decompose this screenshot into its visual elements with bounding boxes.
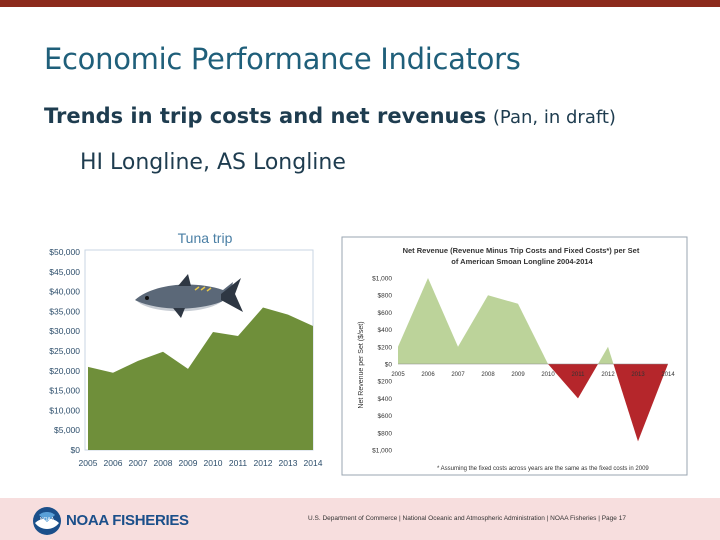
subtitle-note: (Pan, in draft)	[492, 107, 616, 128]
net-revenue-x-tick: 2011	[572, 372, 586, 378]
net-revenue-y-tick: $1,000	[372, 276, 392, 283]
tuna-y-tick: $50,000	[49, 247, 80, 257]
net-revenue-positive-area	[598, 346, 608, 364]
net-revenue-chart: Net Revenue (Revenue Minus Trip Costs an…	[341, 236, 688, 476]
page-title: Economic Performance Indicators	[44, 42, 521, 76]
net-revenue-negative-area	[613, 364, 638, 442]
footer-credits: U.S. Department of Commerce | National O…	[308, 515, 626, 522]
net-revenue-positive-area	[398, 278, 428, 364]
net-revenue-positive-area	[488, 295, 518, 364]
net-revenue-x-tick: 2012	[601, 372, 615, 378]
net-revenue-title-line1: Net Revenue (Revenue Minus Trip Costs an…	[403, 246, 640, 255]
net-revenue-y-tick: $600	[378, 413, 393, 420]
tuna-x-tick: 2014	[304, 458, 323, 468]
net-revenue-y-tick: $800	[378, 430, 393, 437]
tuna-x-tick: 2009	[179, 458, 198, 468]
tuna-x-tick: 2008	[154, 458, 173, 468]
net-revenue-y-tick: $0	[385, 362, 393, 369]
net-revenue-positive-area	[428, 278, 458, 364]
tuna-cost-area	[88, 307, 313, 450]
charts-canvas: Tuna trip $0 $5,000 $10,000 $15,000 $20,000 $…	[49, 230, 688, 476]
net-revenue-y-tick: $400	[378, 396, 393, 403]
slide-subtitle: Trends in trip costs and net revenues (P…	[44, 104, 616, 128]
net-revenue-x-tick: 2013	[631, 372, 645, 378]
top-accent-bar	[0, 0, 720, 7]
tuna-icon	[135, 274, 243, 318]
footer-bar	[0, 498, 720, 540]
tuna-x-tick: 2013	[279, 458, 298, 468]
net-revenue-footnote: * Assuming the fixed costs across years …	[437, 466, 649, 472]
net-revenue-y-tick: $1,000	[372, 448, 392, 455]
tuna-y-tick: $0	[71, 445, 81, 455]
tuna-y-tick: $20,000	[49, 366, 80, 376]
net-revenue-x-tick: 2010	[541, 372, 555, 378]
tuna-x-tick: 2012	[254, 458, 273, 468]
noaa-logo-icon: NOAA	[33, 507, 61, 535]
net-revenue-negative-area	[638, 364, 668, 442]
tuna-y-tick: $45,000	[49, 267, 80, 277]
net-revenue-y-tick: $600	[378, 310, 393, 317]
net-revenue-y-tick: $200	[378, 379, 393, 386]
net-revenue-x-tick: 2008	[481, 372, 495, 378]
tuna-y-tick: $25,000	[49, 346, 80, 356]
net-revenue-positive-area	[458, 295, 488, 364]
net-revenue-y-label: Net Revenue per Set ($/set)	[358, 321, 365, 408]
tuna-x-tick: 2007	[129, 458, 148, 468]
net-revenue-x-tick: 2009	[511, 372, 525, 378]
svg-text:NOAA: NOAA	[40, 517, 55, 523]
tuna-x-tick: 2011	[229, 458, 248, 468]
tuna-y-tick: $10,000	[49, 405, 80, 415]
tuna-x-tick: 2005	[79, 458, 98, 468]
net-revenue-negative-area	[578, 364, 598, 399]
tuna-chart-title: Tuna trip	[178, 230, 233, 246]
tuna-y-tick: $5,000	[54, 425, 80, 435]
tuna-y-tick: $35,000	[49, 306, 80, 316]
tuna-y-tick: $30,000	[49, 326, 80, 336]
tuna-x-tick: 2006	[104, 458, 123, 468]
tuna-y-tick: $40,000	[49, 287, 80, 297]
tuna-x-tick: 2010	[204, 458, 223, 468]
subtitle-main: Trends in trip costs and net revenues	[44, 104, 487, 128]
net-revenue-y-tick: $400	[378, 327, 393, 334]
tuna-trip-chart: Tuna trip $0 $5,000 $10,000 $15,000 $20,000 $…	[49, 230, 322, 468]
net-revenue-chart-title: Net Revenue (Revenue Minus Trip Costs an…	[403, 246, 642, 266]
net-revenue-y-tick: $200	[378, 344, 393, 351]
tuna-y-tick: $15,000	[49, 386, 80, 396]
subtitle-line2: HI Longline, AS Longline	[80, 150, 346, 175]
net-revenue-y-tick: $800	[378, 293, 393, 300]
net-revenue-positive-area	[518, 303, 548, 364]
net-revenue-x-tick: 2005	[391, 372, 405, 378]
net-revenue-positive-area	[608, 346, 614, 364]
net-revenue-title-line2: of American Smoan Longline 2004-2014	[451, 257, 593, 266]
net-revenue-negative-area	[548, 364, 578, 399]
net-revenue-x-tick: 2006	[421, 372, 435, 378]
net-revenue-x-tick: 2007	[451, 372, 465, 378]
noaa-fisheries-wordmark: NOAA FISHERIES	[66, 512, 189, 529]
net-revenue-x-tick: 2014	[661, 372, 675, 378]
